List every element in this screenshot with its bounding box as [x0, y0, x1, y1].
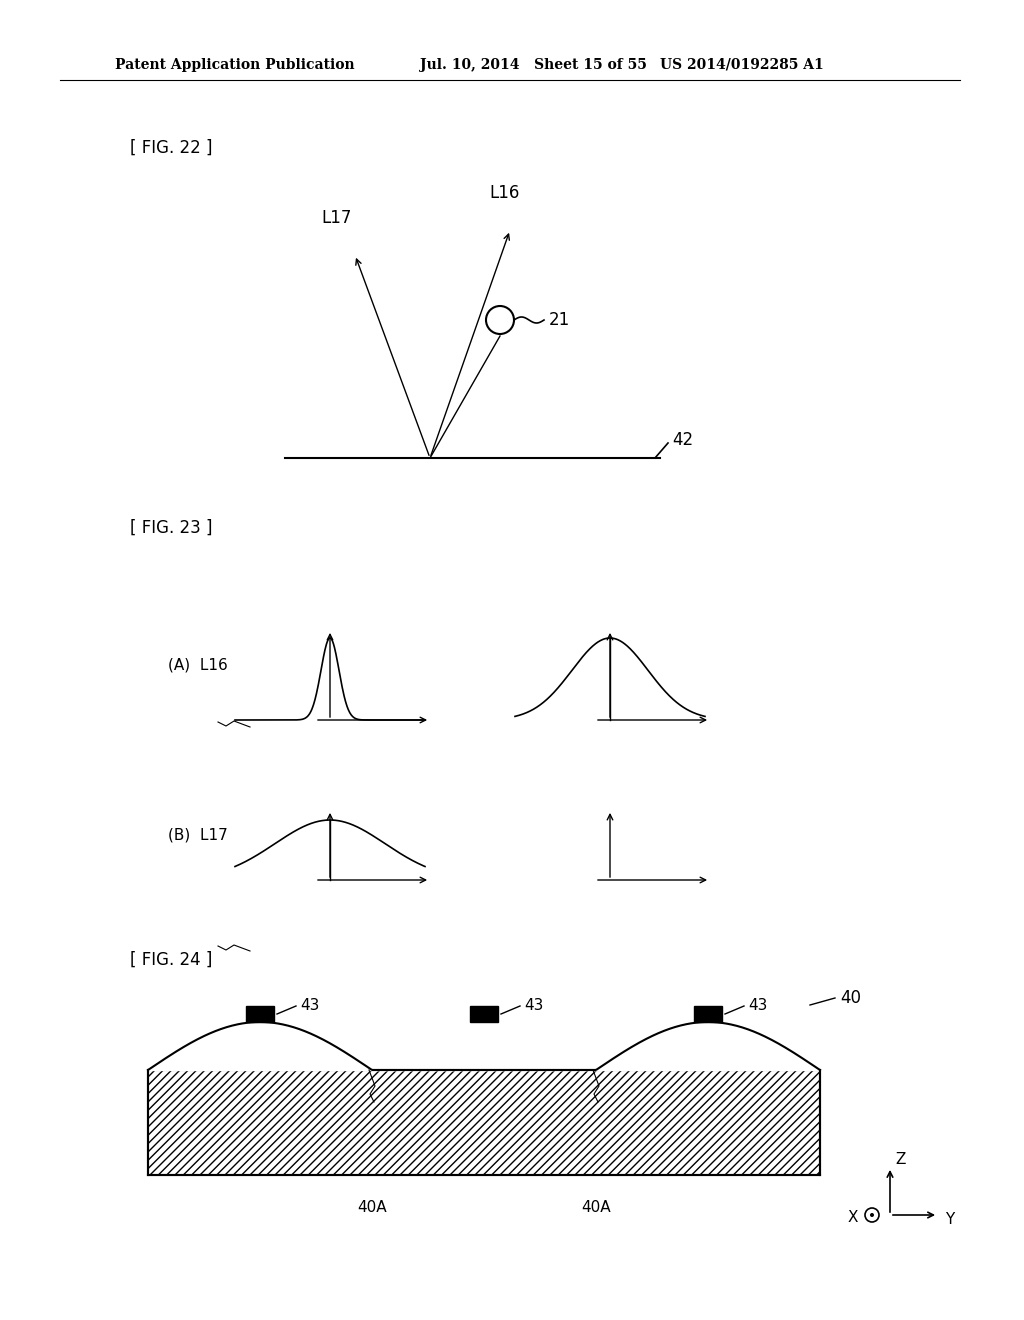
Bar: [246, 1006, 274, 1022]
Text: L17: L17: [322, 209, 352, 227]
Text: (A)  L16: (A) L16: [168, 657, 227, 672]
Text: Jul. 10, 2014   Sheet 15 of 55: Jul. 10, 2014 Sheet 15 of 55: [420, 58, 647, 73]
Bar: [694, 1006, 722, 1022]
Text: 43: 43: [524, 998, 544, 1014]
Circle shape: [870, 1213, 874, 1217]
Text: Patent Application Publication: Patent Application Publication: [115, 58, 354, 73]
Text: 43: 43: [300, 998, 319, 1014]
Bar: [148, 1071, 820, 1175]
Text: X: X: [848, 1209, 858, 1225]
Text: 40A: 40A: [357, 1200, 387, 1214]
Text: L16: L16: [489, 183, 520, 202]
Text: (B)  L17: (B) L17: [168, 828, 227, 842]
Text: 40: 40: [840, 989, 861, 1007]
Text: 21: 21: [549, 312, 570, 329]
Text: 43: 43: [748, 998, 767, 1014]
Text: 40A: 40A: [582, 1200, 610, 1214]
Text: [ FIG. 22 ]: [ FIG. 22 ]: [130, 139, 213, 157]
Bar: [470, 1006, 498, 1022]
Text: US 2014/0192285 A1: US 2014/0192285 A1: [660, 58, 823, 73]
Text: [ FIG. 23 ]: [ FIG. 23 ]: [130, 519, 213, 537]
Text: [ FIG. 24 ]: [ FIG. 24 ]: [130, 950, 212, 969]
Text: Y: Y: [945, 1212, 954, 1226]
Text: 42: 42: [672, 432, 693, 449]
Text: Z: Z: [895, 1152, 905, 1167]
